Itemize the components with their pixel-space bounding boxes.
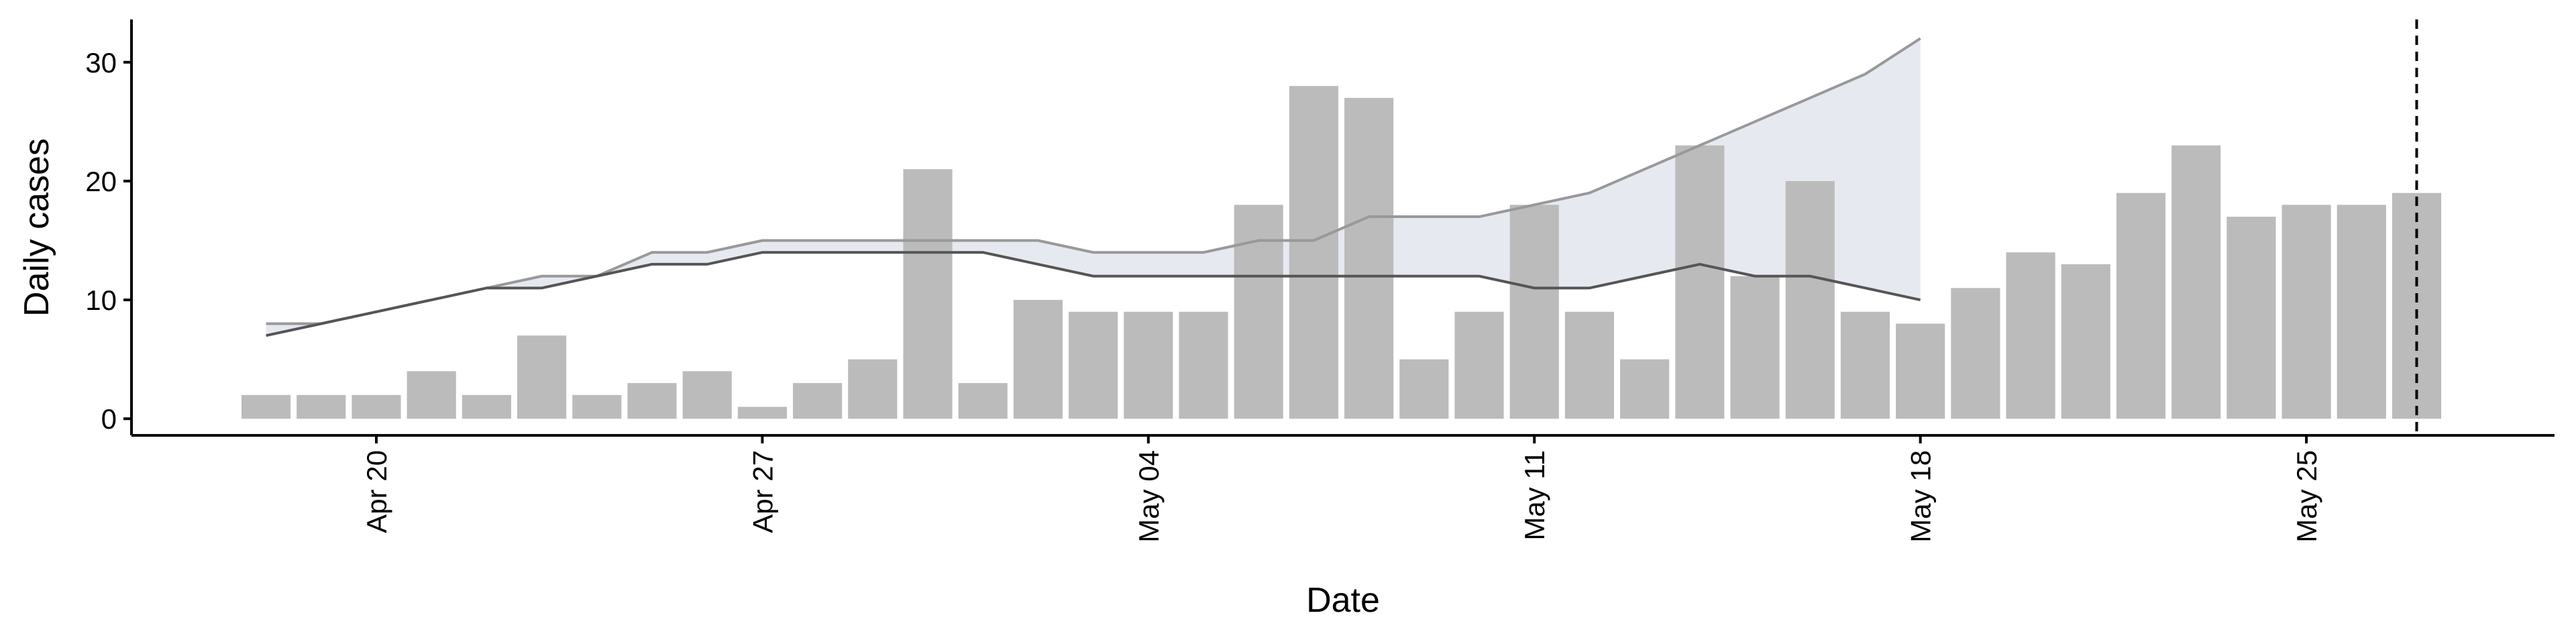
bar (1069, 311, 1118, 419)
bar (2337, 205, 2386, 419)
bar (737, 407, 787, 419)
y-tick-label: 0 (101, 403, 117, 435)
x-tick-label: May 25 (2291, 450, 2322, 543)
bar (572, 394, 622, 419)
bar (1289, 86, 1339, 419)
bar (1620, 359, 1670, 419)
x-tick-label: Apr 20 (361, 450, 392, 533)
bar (1124, 311, 1173, 419)
x-axis-title: Date (1306, 581, 1380, 620)
bar (903, 169, 953, 419)
bar (1344, 97, 1394, 419)
y-tick-label: 10 (85, 284, 117, 316)
bar (958, 383, 1008, 419)
bar (627, 383, 677, 419)
bar (1179, 311, 1228, 419)
bar (1951, 288, 2000, 419)
bar (1454, 311, 1504, 419)
bar (2171, 145, 2221, 419)
bar (407, 371, 456, 419)
bar (2116, 193, 2166, 419)
y-axis-title: Daily cases (17, 138, 56, 317)
bar (682, 371, 732, 419)
y-tick-label: 20 (85, 166, 117, 197)
band (266, 38, 1921, 336)
bar (1785, 180, 1835, 419)
bar (1013, 300, 1063, 419)
bar (2006, 252, 2055, 419)
bar (297, 394, 346, 419)
bar (1675, 145, 1725, 419)
line (266, 37, 1921, 325)
bar (352, 394, 401, 419)
bar (1399, 359, 1449, 419)
bar (2392, 193, 2442, 419)
bar (241, 394, 291, 419)
bar (793, 383, 843, 419)
bar (1840, 311, 1890, 419)
bar (848, 359, 898, 419)
bar (462, 394, 511, 419)
x-tick-label: Apr 27 (747, 450, 778, 533)
y-tick-label: 30 (85, 47, 117, 78)
bar (1564, 311, 1615, 419)
x-tick-label: May 04 (1133, 450, 1165, 543)
bar (1730, 276, 1780, 419)
bar (1234, 205, 1283, 419)
bar (517, 335, 567, 419)
bar (1509, 205, 1559, 419)
bar (1896, 323, 1945, 419)
bar (2226, 217, 2276, 419)
bar (2061, 264, 2110, 419)
bar (2282, 205, 2331, 419)
line (266, 251, 1921, 337)
x-tick-label: May 18 (1905, 450, 1937, 543)
x-tick-label: May 11 (1519, 450, 1550, 541)
